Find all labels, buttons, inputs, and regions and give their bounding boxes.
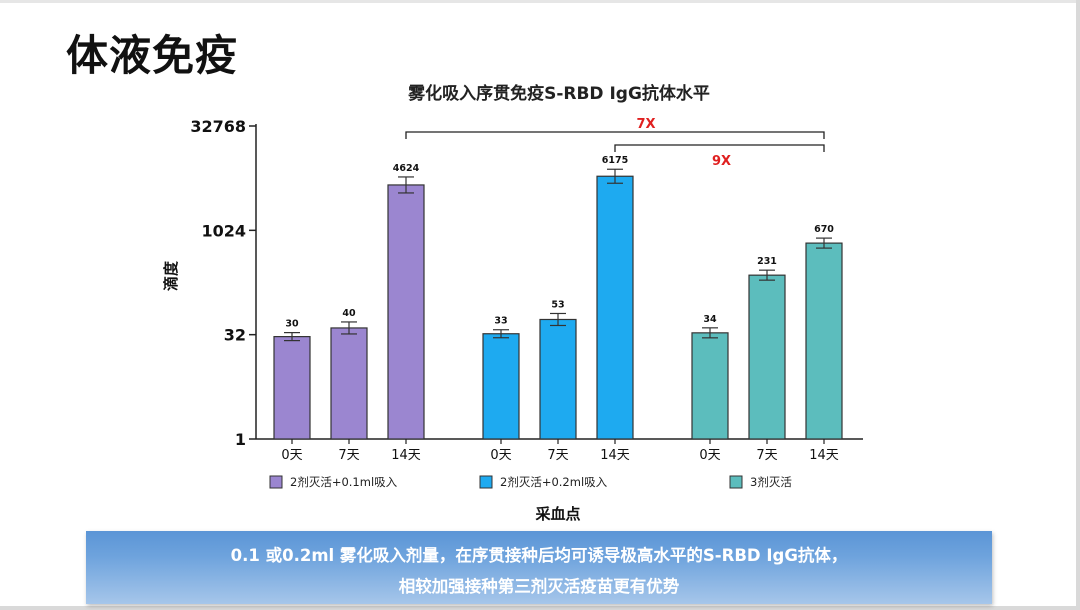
bar-3-1	[691, 332, 729, 440]
bar-1-2	[330, 327, 368, 440]
chart-title: 雾化吸入序贯免疫S-RBD IgG抗体水平	[407, 83, 710, 104]
legend-swatch-2	[479, 475, 493, 489]
x-tick-label: 0天	[490, 448, 511, 463]
data-label: 30	[285, 319, 299, 330]
bar-2-2	[539, 318, 577, 440]
annotation-7x: 7X	[636, 117, 655, 132]
slide-top-border	[0, 0, 1080, 3]
legend-label-2: 2剂灭活+0.2ml吸入	[500, 475, 608, 489]
legend-swatch-1	[269, 475, 283, 489]
bar-3-3	[805, 242, 843, 440]
x-tick-label: 14天	[600, 448, 630, 463]
data-label: 6175	[602, 155, 628, 166]
conclusion-banner: 0.1 或0.2ml 雾化吸入剂量，在序贯接种后均可诱导极高水平的S-RBD I…	[86, 531, 992, 604]
legend-swatch-3	[729, 475, 743, 489]
data-label: 670	[814, 224, 834, 235]
data-label: 231	[757, 256, 777, 267]
bar-3-2	[748, 274, 786, 440]
bracket-9x	[614, 144, 825, 152]
x-tick-label: 14天	[809, 448, 839, 463]
x-tick-label: 7天	[338, 448, 359, 463]
x-tick-label: 7天	[547, 448, 568, 463]
y-axis-label: 滴度	[162, 260, 180, 291]
bar-1-1	[273, 336, 311, 440]
bracket-7x	[405, 131, 825, 139]
y-tick-label: 1	[235, 430, 246, 449]
y-tick-label: 32768	[190, 117, 246, 136]
x-tick-label: 14天	[391, 448, 421, 463]
legend-label-1: 2剂灭活+0.1ml吸入	[290, 475, 398, 489]
x-tick-label: 0天	[699, 448, 720, 463]
data-label: 34	[703, 314, 717, 325]
y-tick-label: 1024	[201, 221, 246, 240]
x-tick-label: 7天	[756, 448, 777, 463]
data-label: 4624	[393, 163, 420, 174]
slide-title: 体液免疫	[66, 31, 239, 80]
antibody-bar-chart: 雾化吸入序贯免疫S-RBD IgG抗体水平 1 32 1024 32768 滴度 30 0天 4…	[162, 83, 863, 523]
y-tick-label: 32	[224, 326, 246, 345]
x-tick-label: 0天	[281, 448, 302, 463]
x-axis-label: 采血点	[534, 505, 580, 523]
bar-1-3	[387, 184, 425, 440]
conclusion-line-1: 0.1 或0.2ml 雾化吸入剂量，在序贯接种后均可诱导极高水平的S-RBD I…	[230, 546, 848, 565]
annotation-9x: 9X	[712, 154, 731, 169]
slide-bottom-border	[0, 606, 1080, 610]
data-label: 33	[494, 316, 507, 327]
conclusion-line-2: 相较加强接种第三剂灭活疫苗更有优势	[398, 577, 680, 596]
slide-right-border	[1076, 0, 1080, 610]
legend-label-3: 3剂灭活	[750, 475, 792, 489]
bar-2-3	[596, 175, 634, 440]
data-label: 53	[551, 299, 564, 310]
bar-2-1	[482, 333, 520, 440]
data-label: 40	[342, 308, 356, 319]
